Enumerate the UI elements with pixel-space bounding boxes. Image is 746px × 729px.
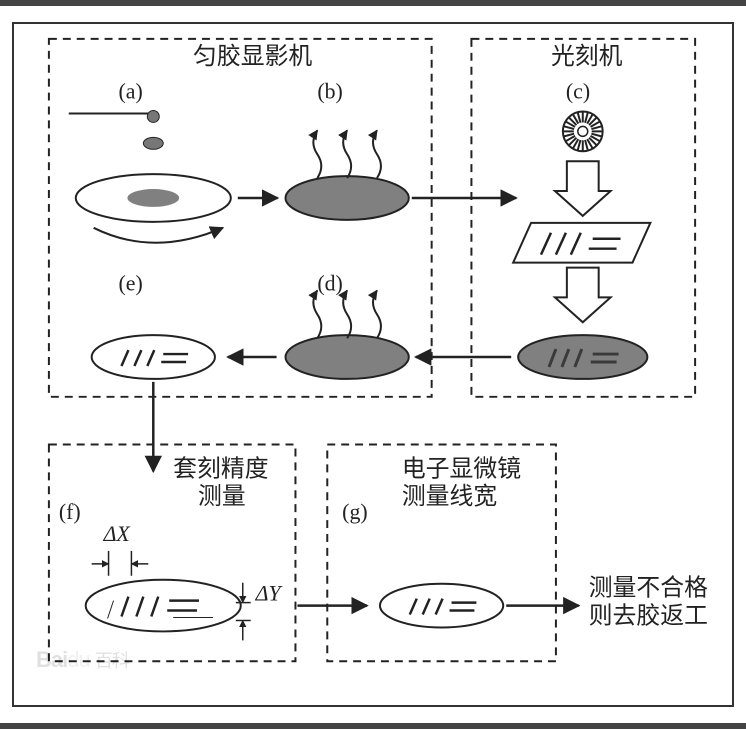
- process-diagram: 匀胶显影机 光刻机 套刻精度 测量 电子显微镜 测量线宽 (a): [14, 24, 732, 705]
- result-l2: 则去胶返工: [589, 602, 708, 629]
- c-bigarrow1: [555, 161, 611, 216]
- a-nozzle-tip: [147, 110, 159, 122]
- title-stepper: 光刻机: [551, 43, 623, 70]
- e-wafer: [92, 335, 215, 379]
- bottom-rule: [0, 723, 746, 729]
- result-l1: 测量不合格: [589, 575, 708, 602]
- label-d: (d): [317, 271, 343, 295]
- top-rule: [0, 0, 746, 6]
- d-heat3: [373, 290, 381, 338]
- label-f: (f): [59, 500, 81, 524]
- title-sem-l1: 电子显微镜: [402, 455, 521, 482]
- watermark: Baidu 百科: [36, 647, 129, 673]
- a-droplet: [143, 137, 163, 149]
- label-dy: ΔY: [255, 582, 284, 606]
- f-wafer: [86, 580, 241, 632]
- b-wafer: [286, 176, 409, 220]
- title-sem-l2: 测量线宽: [402, 483, 497, 510]
- g-wafer: [380, 584, 503, 628]
- d-heat2: [343, 290, 351, 338]
- d-heat1: [313, 290, 321, 338]
- label-c: (c): [566, 80, 590, 104]
- b-heat2: [343, 130, 351, 178]
- page: 匀胶显影机 光刻机 套刻精度 测量 电子显微镜 测量线宽 (a): [0, 0, 746, 729]
- a-puddle: [127, 189, 179, 207]
- label-a: (a): [118, 80, 142, 104]
- title-overlay-l2: 测量: [198, 483, 246, 510]
- c-wafer: [518, 335, 647, 379]
- b-heat3: [373, 130, 381, 178]
- outer-frame: 匀胶显影机 光刻机 套刻精度 测量 电子显微镜 测量线宽 (a): [12, 22, 734, 707]
- c-reticle: [513, 223, 650, 263]
- d-wafer: [286, 335, 409, 379]
- a-spin-arrow: [94, 228, 223, 243]
- b-heat1: [313, 130, 321, 178]
- label-e: (e): [118, 271, 142, 295]
- title-overlay-l1: 套刻精度: [173, 455, 268, 482]
- label-dx: ΔX: [103, 522, 132, 546]
- c-bigarrow2: [555, 268, 611, 323]
- c-light-source: [555, 103, 611, 159]
- title-coater: 匀胶显影机: [193, 43, 312, 70]
- label-b: (b): [317, 80, 343, 104]
- label-g: (g): [342, 500, 368, 524]
